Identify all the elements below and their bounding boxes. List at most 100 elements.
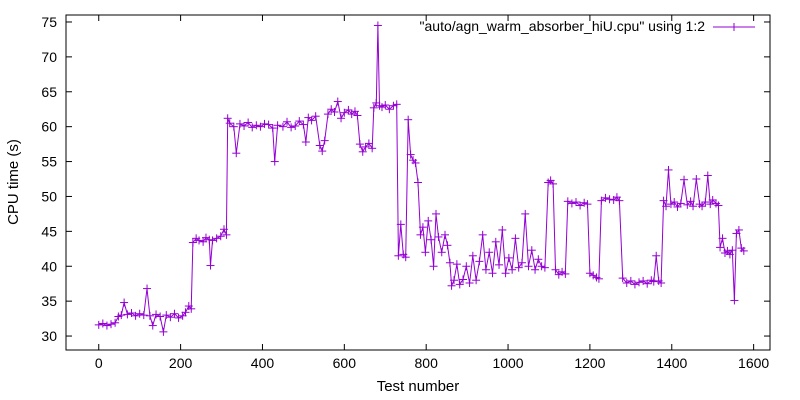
data-point xyxy=(580,198,589,207)
data-point xyxy=(268,124,277,133)
data-point xyxy=(396,220,405,229)
data-point xyxy=(558,267,567,276)
data-point xyxy=(222,230,231,239)
data-point xyxy=(728,246,737,255)
data-point xyxy=(111,318,120,327)
x-axis-label: Test number xyxy=(377,378,460,395)
data-point xyxy=(478,230,487,239)
data-point xyxy=(195,236,204,245)
data-point xyxy=(301,138,310,147)
data-point xyxy=(664,165,673,174)
data-point xyxy=(216,232,225,241)
data-point xyxy=(514,263,523,272)
data-point xyxy=(585,269,594,278)
data-point xyxy=(689,202,698,211)
legend-marker xyxy=(730,23,738,31)
legend-label: "auto/agn_warm_absorber_hiU.cpu" using 1… xyxy=(420,18,706,34)
data-point xyxy=(373,21,382,30)
data-point xyxy=(698,202,707,211)
data-point xyxy=(107,320,116,329)
series-line xyxy=(98,25,745,333)
data-point xyxy=(406,150,415,159)
data-point xyxy=(576,201,585,210)
data-point xyxy=(686,197,695,206)
y-tick-label: 75 xyxy=(41,14,57,30)
data-point xyxy=(534,255,543,264)
axis-ticks: 0 200 400 600 800 1000 1200 1400 1600 30 35 40 45 50 5… xyxy=(41,14,770,371)
x-tick-label: 400 xyxy=(251,355,275,371)
data-point xyxy=(662,202,671,211)
y-tick-label: 45 xyxy=(41,223,57,239)
data-point xyxy=(673,202,682,211)
data-point xyxy=(252,121,261,130)
data-point xyxy=(630,280,639,289)
data-point xyxy=(683,200,692,209)
data-point xyxy=(229,122,238,131)
data-point xyxy=(432,209,441,218)
y-axis-label: CPU time (s) xyxy=(5,139,22,225)
data-point xyxy=(437,248,446,257)
data-point xyxy=(392,100,401,109)
data-point xyxy=(232,149,241,158)
data-point xyxy=(307,116,316,125)
data-point xyxy=(447,281,456,290)
data-point xyxy=(287,123,296,132)
data-point xyxy=(98,319,107,328)
data-point xyxy=(244,118,253,127)
y-tick-label: 70 xyxy=(41,49,57,65)
data-point xyxy=(521,209,530,218)
data-point xyxy=(159,327,168,336)
data-point xyxy=(714,201,723,210)
data-point xyxy=(481,265,490,274)
data-point xyxy=(225,119,234,128)
data-point xyxy=(491,237,500,246)
data-point xyxy=(94,320,103,329)
data-point xyxy=(235,119,244,128)
x-tick-label: 600 xyxy=(333,355,357,371)
data-point xyxy=(385,105,394,114)
data-point xyxy=(240,121,249,130)
data-point xyxy=(652,251,661,260)
data-point xyxy=(291,121,300,130)
data-point xyxy=(350,107,359,116)
data-point xyxy=(318,147,327,156)
y-tick-label: 60 xyxy=(41,119,57,135)
data-point xyxy=(344,105,353,114)
data-point xyxy=(369,103,378,112)
data-point xyxy=(563,197,572,206)
data-point xyxy=(495,260,504,269)
data-point xyxy=(381,101,390,110)
data-point xyxy=(181,308,190,317)
y-tick-label: 50 xyxy=(41,188,57,204)
data-point xyxy=(639,276,648,285)
data-point xyxy=(666,200,675,209)
data-point xyxy=(131,311,140,320)
data-point xyxy=(649,277,658,286)
plot-frame xyxy=(65,14,771,351)
data-point xyxy=(421,248,430,257)
data-point xyxy=(443,241,452,250)
y-tick-label: 40 xyxy=(41,258,57,274)
data-point xyxy=(524,262,533,271)
data-point xyxy=(706,200,715,209)
data-point xyxy=(462,262,471,271)
data-point xyxy=(434,232,443,241)
data-point xyxy=(540,263,549,272)
data-point xyxy=(571,198,580,207)
data-point xyxy=(337,114,346,123)
data-point xyxy=(411,158,420,167)
data-point xyxy=(212,234,221,243)
data-point xyxy=(511,234,520,243)
data-point xyxy=(219,225,228,234)
data-point xyxy=(659,196,668,205)
data-point xyxy=(416,230,425,239)
data-point xyxy=(333,97,342,106)
data-point xyxy=(537,262,546,271)
data-point xyxy=(223,114,232,123)
data-point xyxy=(739,246,748,255)
data-point xyxy=(465,279,474,287)
x-tick-label: 0 xyxy=(95,355,103,371)
data-point xyxy=(299,120,308,129)
data-point xyxy=(389,101,398,110)
x-tick-label: 200 xyxy=(169,355,193,371)
